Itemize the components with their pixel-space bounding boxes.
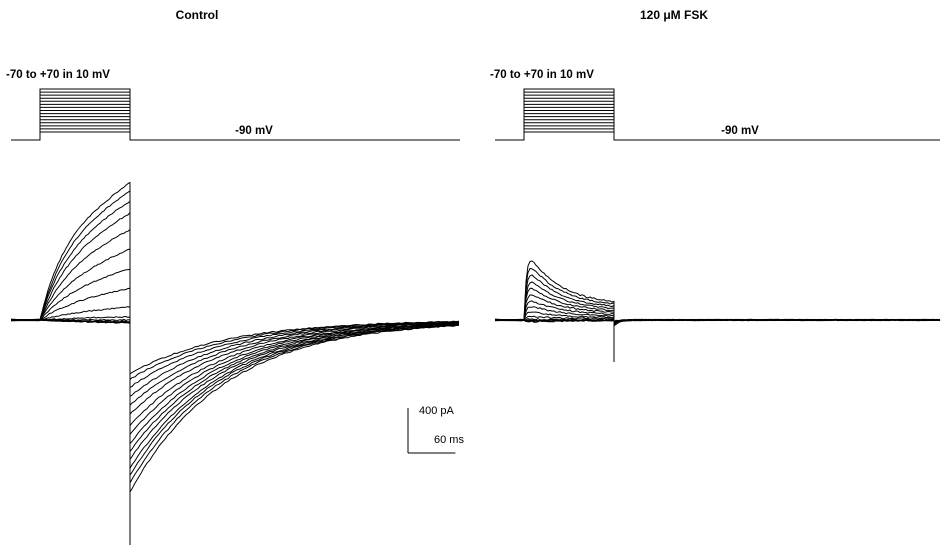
current-trace-40mV <box>10 212 460 469</box>
current-trace--40mV <box>10 318 460 397</box>
current-trace--50mV <box>10 319 460 388</box>
current-trace--20mV <box>10 316 460 415</box>
current-trace--30mV <box>10 318 460 406</box>
current-trace-70mV <box>494 260 941 327</box>
current-traces-fsk <box>494 260 941 362</box>
current-traces-control <box>10 181 460 545</box>
current-trace-0mV <box>10 287 460 435</box>
panel-title-fsk: 120 μM FSK <box>640 8 708 22</box>
protocol-step-label-fsk: -70 to +70 in 10 mV <box>490 69 594 81</box>
current-trace-60mV <box>494 268 941 326</box>
protocol-holding-label-fsk: -90 mV <box>721 125 759 137</box>
protocol-holding-label-control: -90 mV <box>235 125 273 137</box>
current-trace--10mV <box>10 306 460 426</box>
panel-control: Control -70 to +70 in 10 mV -90 mV <box>6 8 460 545</box>
protocol-step-label-control: -70 to +70 in 10 mV <box>6 69 110 81</box>
current-trace-70mV <box>10 181 460 493</box>
scale-bar-current-label: 400 pA <box>419 405 455 417</box>
voltage-protocol-control: -70 to +70 in 10 mV -90 mV <box>6 69 460 141</box>
current-trace-20mV <box>10 248 460 452</box>
current-trace-60mV <box>10 190 460 484</box>
current-trace-30mV <box>10 229 460 460</box>
current-trace-50mV <box>494 274 941 326</box>
scale-bar-time-label: 60 ms <box>434 434 464 446</box>
panel-fsk: 120 μM FSK -70 to +70 in 10 mV -90 mV <box>490 8 941 362</box>
voltage-protocol-fsk: -70 to +70 in 10 mV -90 mV <box>490 69 940 141</box>
panel-title-control: Control <box>176 8 219 22</box>
scale-bar: 400 pA 60 ms <box>407 405 464 454</box>
current-trace-10mV <box>10 268 460 444</box>
